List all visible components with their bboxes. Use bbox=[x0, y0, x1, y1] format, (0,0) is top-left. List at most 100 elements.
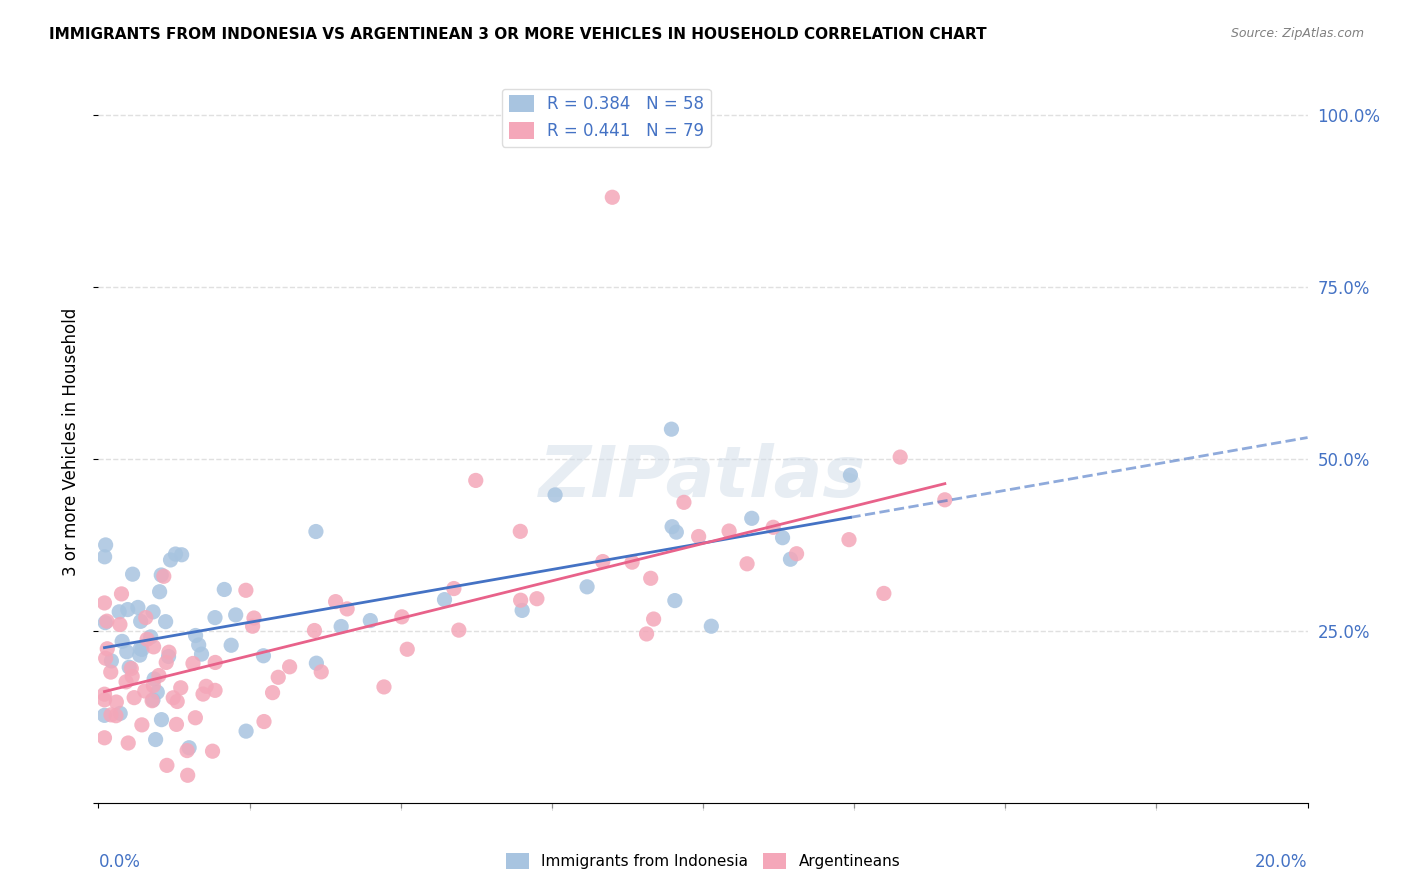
Point bbox=[157, 649, 180, 664]
Point bbox=[636, 627, 658, 641]
Point bbox=[661, 422, 683, 436]
Text: 20.0%: 20.0% bbox=[1256, 854, 1308, 871]
Point bbox=[643, 612, 665, 626]
Point bbox=[181, 657, 204, 671]
Point bbox=[464, 474, 486, 488]
Point bbox=[115, 645, 138, 659]
Point bbox=[889, 450, 911, 464]
Point bbox=[100, 665, 122, 679]
Point bbox=[108, 617, 131, 632]
Point bbox=[391, 610, 413, 624]
Point bbox=[576, 580, 599, 594]
Point bbox=[165, 547, 187, 561]
Y-axis label: 3 or more Vehicles in Household: 3 or more Vehicles in Household bbox=[62, 308, 80, 575]
Point bbox=[447, 623, 470, 637]
Point bbox=[159, 553, 181, 567]
Point bbox=[162, 690, 184, 705]
Point bbox=[664, 593, 686, 607]
Point bbox=[305, 524, 328, 539]
Point bbox=[509, 593, 531, 607]
Point bbox=[688, 529, 710, 543]
Point bbox=[135, 610, 157, 624]
Point bbox=[191, 687, 214, 701]
Point bbox=[104, 708, 127, 723]
Point bbox=[100, 707, 122, 722]
Point bbox=[120, 661, 142, 675]
Point bbox=[433, 592, 456, 607]
Point bbox=[267, 670, 290, 684]
Point bbox=[118, 660, 141, 674]
Point bbox=[96, 641, 118, 656]
Point bbox=[665, 525, 688, 540]
Point bbox=[127, 600, 149, 615]
Point bbox=[718, 524, 741, 538]
Point bbox=[204, 683, 226, 698]
Point bbox=[672, 495, 695, 509]
Text: 0.0%: 0.0% bbox=[98, 854, 141, 871]
Point bbox=[150, 568, 173, 582]
Point bbox=[141, 694, 163, 708]
Point bbox=[873, 586, 896, 600]
Point bbox=[94, 615, 117, 630]
Point bbox=[157, 645, 180, 659]
Point bbox=[100, 654, 122, 668]
Point bbox=[111, 634, 134, 648]
Point bbox=[592, 555, 614, 569]
Point bbox=[108, 706, 131, 721]
Point bbox=[145, 732, 167, 747]
Point bbox=[443, 582, 465, 596]
Point bbox=[93, 708, 115, 723]
Point bbox=[117, 602, 139, 616]
Point bbox=[142, 693, 165, 707]
Text: Source: ZipAtlas.com: Source: ZipAtlas.com bbox=[1230, 27, 1364, 40]
Point bbox=[105, 695, 128, 709]
Point bbox=[136, 632, 159, 647]
Point bbox=[128, 648, 150, 662]
Point bbox=[184, 711, 207, 725]
Point bbox=[602, 190, 624, 204]
Point bbox=[155, 615, 177, 629]
Point bbox=[190, 647, 212, 661]
Point bbox=[242, 619, 264, 633]
Point bbox=[165, 717, 187, 731]
Point bbox=[134, 684, 156, 698]
Point bbox=[131, 718, 153, 732]
Point bbox=[330, 619, 353, 633]
Point bbox=[148, 668, 170, 682]
Point bbox=[150, 713, 173, 727]
Point bbox=[243, 611, 266, 625]
Point bbox=[204, 610, 226, 624]
Point bbox=[176, 743, 198, 757]
Point bbox=[94, 538, 117, 552]
Point bbox=[396, 642, 419, 657]
Point bbox=[278, 660, 301, 674]
Point bbox=[110, 587, 132, 601]
Point bbox=[934, 492, 956, 507]
Point bbox=[170, 548, 193, 562]
Point bbox=[526, 591, 548, 606]
Point bbox=[359, 614, 381, 628]
Point bbox=[195, 679, 218, 693]
Point bbox=[179, 740, 201, 755]
Point bbox=[309, 665, 332, 679]
Point bbox=[129, 615, 152, 629]
Point bbox=[93, 596, 115, 610]
Point bbox=[510, 603, 533, 617]
Point bbox=[142, 605, 165, 619]
Point bbox=[325, 594, 347, 608]
Point bbox=[772, 531, 794, 545]
Point bbox=[122, 690, 145, 705]
Point bbox=[509, 524, 531, 539]
Point bbox=[93, 687, 115, 701]
Point bbox=[235, 724, 257, 739]
Point bbox=[117, 736, 139, 750]
Point bbox=[152, 569, 174, 583]
Point bbox=[838, 533, 860, 547]
Point bbox=[741, 511, 763, 525]
Text: ZIPatlas: ZIPatlas bbox=[540, 443, 866, 512]
Point bbox=[187, 638, 209, 652]
Point bbox=[129, 641, 152, 656]
Point bbox=[93, 731, 115, 745]
Point bbox=[225, 607, 247, 622]
Legend: R = 0.384   N = 58, R = 0.441   N = 79: R = 0.384 N = 58, R = 0.441 N = 79 bbox=[502, 88, 710, 146]
